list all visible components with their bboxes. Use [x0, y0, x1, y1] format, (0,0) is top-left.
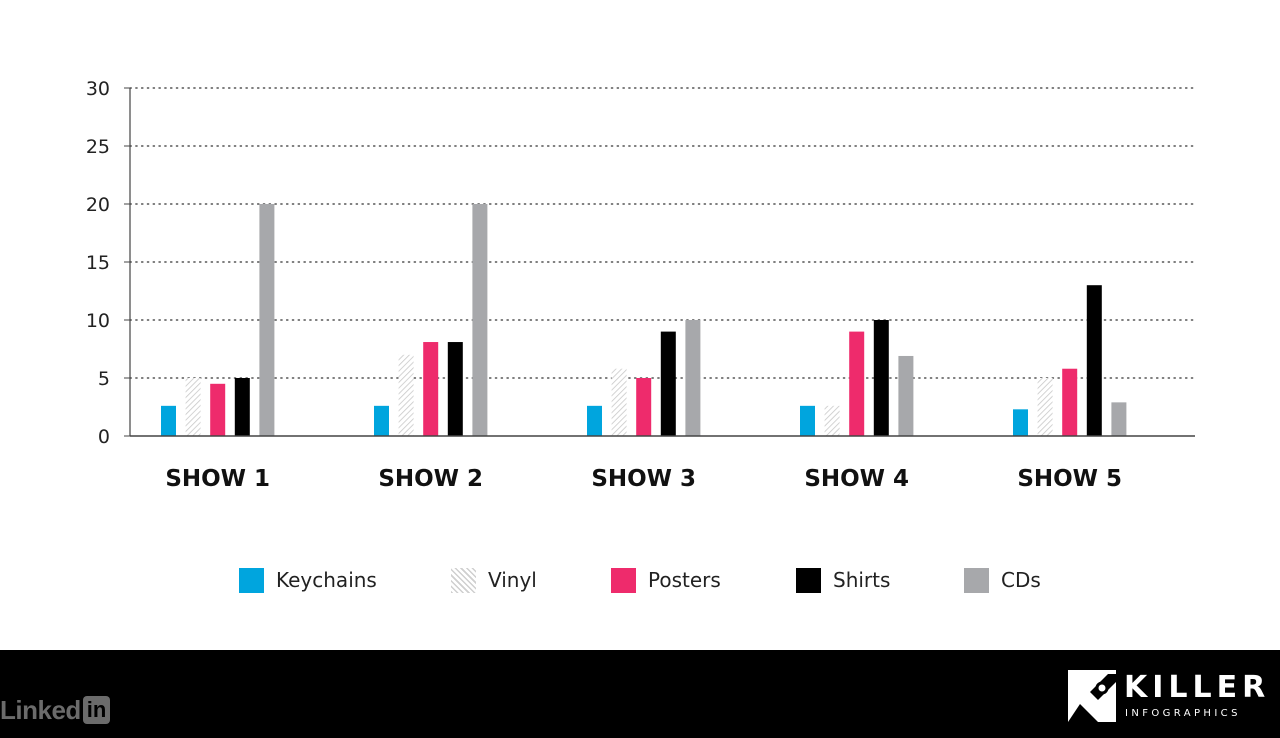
- footer-bar: [0, 650, 1280, 738]
- bar-cds: [898, 355, 914, 436]
- bar-vinyl: [611, 368, 627, 436]
- chart: 0 5 10 15 20 25 30 SHOW 1 SHOW 2 SHOW 3 SHOW 4 SHOW…: [0, 78, 1280, 594]
- bar-vinyl: [824, 405, 840, 436]
- legend-item-shirts: Shirts: [796, 566, 890, 594]
- killer-wordmark: KILLER: [1124, 670, 1271, 705]
- bar-cds: [1111, 402, 1127, 436]
- y-tick-label: 5: [98, 368, 110, 390]
- bar-shirts: [447, 342, 463, 436]
- linkedin-logo: Linked in: [0, 693, 111, 727]
- bar-posters: [1062, 368, 1078, 436]
- bar-vinyl: [1037, 378, 1053, 436]
- legend-swatch: [611, 567, 636, 593]
- bar-keychains: [800, 405, 815, 436]
- legend-swatch: [451, 567, 476, 593]
- bar-cds: [472, 204, 488, 436]
- y-tick-label: 15: [86, 252, 110, 274]
- chart-svg: 0 5 10 15 20 25 30 SHOW 1 SHOW 2 SHOW 3 SHOW 4 SHOW…: [86, 78, 1196, 492]
- bar-vinyl: [398, 354, 414, 436]
- bar-cds: [685, 320, 701, 436]
- linkedin-wordmark: Linked: [0, 694, 81, 725]
- bar-keychains: [1013, 409, 1028, 436]
- legend-item-cds: CDs: [964, 566, 1041, 594]
- y-tick-label: 25: [86, 136, 110, 158]
- bar-shirts: [660, 331, 676, 436]
- infographics-wordmark: INFOGRAPHICS: [1125, 708, 1241, 719]
- x-tick-label: SHOW 5: [1017, 466, 1122, 492]
- legend-label: Shirts: [833, 568, 891, 592]
- legend-swatch: [964, 567, 989, 593]
- bar-shirts: [234, 378, 250, 436]
- bar-shirts: [873, 320, 889, 436]
- legend-label: Keychains: [276, 568, 377, 592]
- legend-item-keychains: Keychains: [239, 566, 377, 594]
- x-tick-label: SHOW 4: [804, 466, 909, 492]
- legend-label: Posters: [648, 568, 721, 592]
- killer-infographics-logo: KILLER INFOGRAPHICS: [1068, 670, 1265, 722]
- bar-posters: [210, 383, 226, 436]
- linkedin-in-badge: in: [82, 696, 111, 724]
- bar-keychains: [587, 405, 602, 436]
- legend-item-posters: Posters: [611, 566, 721, 594]
- legend-swatch: [796, 567, 821, 593]
- y-tick-label: 30: [86, 78, 110, 100]
- x-tick-label: SHOW 1: [165, 466, 270, 492]
- y-tick-label: 20: [86, 194, 110, 216]
- bar-posters: [849, 331, 865, 436]
- bar-cds: [259, 204, 275, 436]
- legend-item-vinyl: Vinyl: [451, 566, 537, 594]
- chart-legend: Keychains Vinyl Posters Shirts CDs: [0, 566, 1280, 594]
- bar-posters: [636, 378, 652, 436]
- bar-vinyl: [185, 378, 201, 436]
- bar-keychains: [161, 405, 176, 436]
- y-tick-label: 0: [98, 426, 110, 448]
- killer-mark-icon: [1068, 670, 1116, 722]
- y-tick-label: 10: [86, 310, 110, 332]
- bar-keychains: [374, 405, 389, 436]
- x-tick-label: SHOW 3: [591, 466, 696, 492]
- legend-swatch: [239, 567, 264, 593]
- legend-label: Vinyl: [488, 568, 537, 592]
- x-tick-label: SHOW 2: [378, 466, 483, 492]
- bar-shirts: [1086, 285, 1102, 436]
- legend-label: CDs: [1001, 568, 1041, 592]
- bar-posters: [423, 342, 439, 436]
